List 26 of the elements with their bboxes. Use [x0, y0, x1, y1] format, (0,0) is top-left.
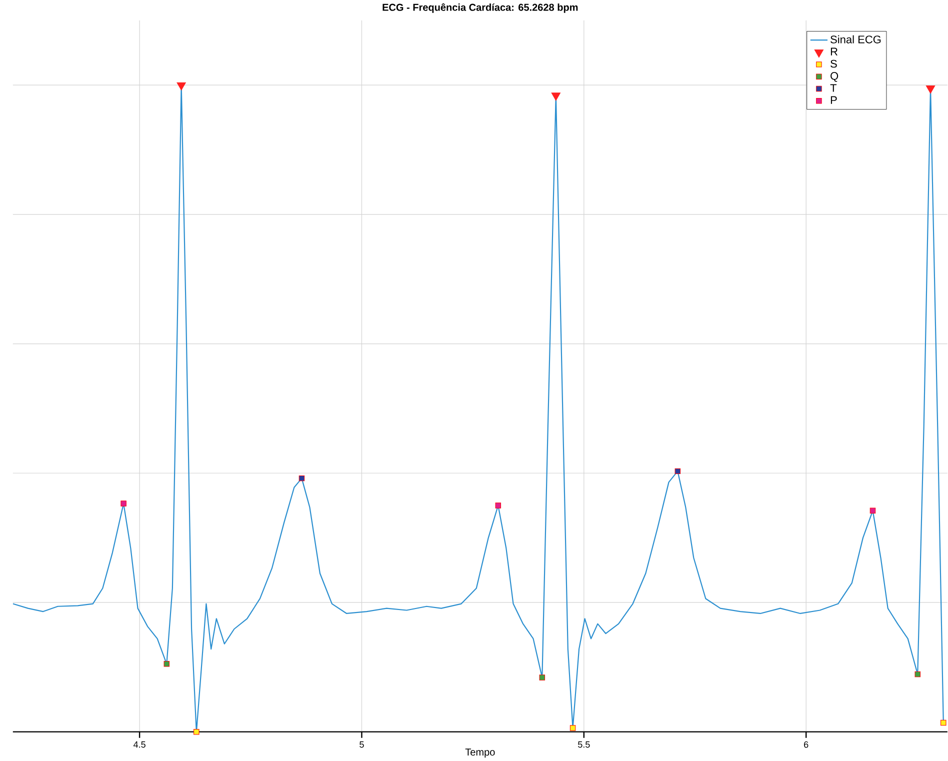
x-tick-label: 5.5: [578, 741, 590, 748]
legend-label: R: [830, 48, 838, 56]
point: [926, 86, 936, 94]
point: [674, 468, 681, 474]
point: [914, 671, 920, 678]
point: [194, 729, 200, 735]
point: [164, 661, 170, 667]
point: [870, 508, 876, 514]
legend-label: Sinal ECG: [830, 35, 881, 44]
x-axis-title: Tempo: [465, 748, 495, 758]
x-tick-label: 6: [804, 741, 808, 748]
point: [539, 674, 546, 680]
chart-title: ECG - Frequência Cardíaca: 65.2628 bpm: [382, 3, 578, 13]
point: [176, 82, 186, 90]
legend-label: Q: [830, 72, 838, 82]
point: [570, 725, 576, 731]
x-tick-label: 5: [360, 741, 364, 748]
point: [940, 720, 946, 726]
point: [551, 92, 561, 101]
point: [298, 475, 305, 482]
point: [495, 502, 502, 508]
x-tick-label: 4.5: [133, 741, 146, 748]
legend-label: T: [830, 84, 837, 92]
legend-label: S: [830, 60, 837, 68]
legend-label: P: [830, 96, 837, 104]
point: [120, 500, 126, 506]
